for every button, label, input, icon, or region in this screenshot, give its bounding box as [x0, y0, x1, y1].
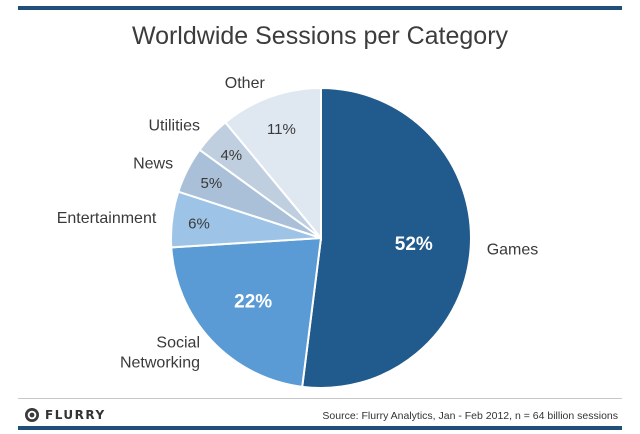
chart-title: Worldwide Sessions per Category — [131, 22, 509, 50]
value-label-other: 11% — [267, 121, 296, 138]
flurry-logo-icon — [25, 408, 39, 422]
category-label-games: Games — [487, 241, 539, 258]
footer-divider — [18, 398, 622, 399]
value-label-news: 5% — [201, 175, 223, 192]
bottom-rule — [18, 426, 622, 430]
value-label-entertainment: 6% — [188, 216, 210, 233]
value-label-utilities: 4% — [220, 147, 242, 164]
category-label-social-networking: Social Networking — [120, 335, 200, 372]
source-note: Source: Flurry Analytics, Jan - Feb 2012… — [322, 410, 618, 422]
category-label-news: News — [133, 156, 173, 173]
pie-slice-social-networking — [170, 236, 323, 388]
pie-slice-other — [223, 86, 322, 241]
category-label-other: Other — [225, 75, 266, 92]
category-label-utilities: Utilities — [148, 117, 200, 134]
flurry-logo: FLURRY — [24, 407, 106, 423]
category-label-entertainment: Entertainment — [57, 210, 157, 227]
flurry-brand-text: FLURRY — [45, 408, 106, 422]
pie-slice-games — [301, 86, 472, 389]
value-label-social-networking: 22% — [234, 292, 272, 313]
top-rule — [18, 6, 622, 10]
value-label-games: 52% — [395, 234, 433, 255]
